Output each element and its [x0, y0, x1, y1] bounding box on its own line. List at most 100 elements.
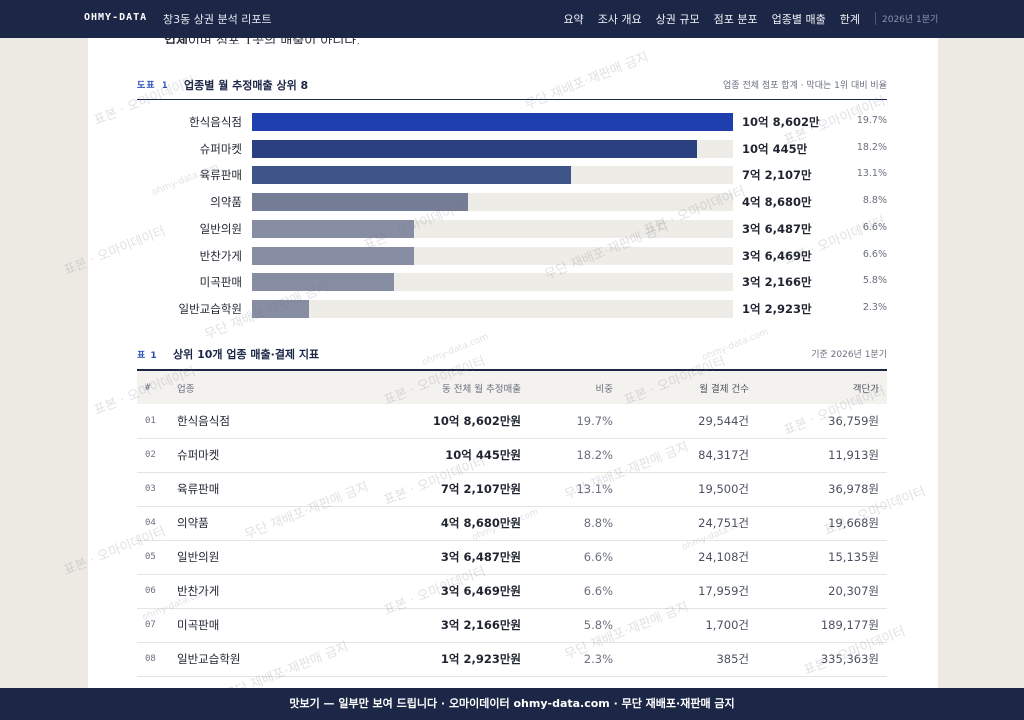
preview-banner: 맛보기 — 일부만 보여 드립니다 · 오마이데이터 ohmy-data.com… — [0, 688, 1024, 720]
bar-category-label: 한식음식점 — [189, 115, 242, 129]
table-row: 05 일반의원 3억 6,487만원 6.6% 24,108건 15,135원 — [137, 540, 887, 574]
table-row: 06 반찬가게 3억 6,469만원 6.6% 17,959건 20,307원 — [137, 574, 887, 608]
cell-index: 06 — [145, 586, 156, 596]
bar-track — [252, 299, 733, 318]
bar-value-label: 3억 2,166만 — [742, 275, 812, 290]
table-row: 03 육류판매 7억 2,107만원 13.1% 19,500건 36,978원 — [137, 472, 887, 506]
figure-note: 업종 전체 점포 합계 · 막대는 1위 대비 비율 — [723, 81, 887, 91]
bar-category-label: 슈퍼마켓 — [199, 141, 242, 156]
bar-fill — [252, 246, 414, 265]
brand-logo[interactable]: OHMY-DATA — [84, 12, 148, 23]
table-body: 01 한식음식점 10억 8,602만원 19.7% 29,544건 36,759원 02 슈… — [137, 404, 887, 676]
cell-payment-count: 17,959건 — [698, 584, 749, 598]
figure-title: 업종별 월 추정매출 상위 8 — [184, 79, 309, 92]
nav-item-summary[interactable]: 요약 — [563, 13, 584, 26]
cell-monthly-sales: 10억 8,602만원 — [432, 413, 521, 428]
cell-industry: 반찬가게 — [177, 584, 220, 598]
cell-payment-count: 1,700건 — [705, 618, 749, 632]
cell-monthly-sales: 3억 6,487만원 — [440, 550, 521, 564]
bar-row: 일반의원 3억 6,487만 6.6% — [137, 219, 887, 239]
bar-category-label: 미곡판매 — [199, 275, 242, 290]
cell-industry: 의약품 — [177, 516, 209, 530]
cell-payment-count: 19,500건 — [698, 482, 749, 496]
bar-track — [252, 139, 733, 158]
table-note: 기준 2026년 1분기 — [811, 350, 887, 360]
cell-share: 2.3% — [583, 652, 613, 666]
intro-text: 이며 점포 1곳의 매출이 아니다. — [187, 34, 361, 44]
nav-item-sales-by-industry[interactable]: 업종별 매출 — [771, 13, 826, 26]
col-header-avg-ticket: 객단가 — [852, 383, 879, 395]
bar-row: 한식음식점 10억 8,602만 19.7% — [137, 112, 887, 132]
cell-index: 02 — [145, 450, 156, 460]
cell-share: 6.6% — [583, 550, 613, 564]
bar-fill — [252, 273, 395, 292]
bar-value-label: 10억 8,602만 — [742, 115, 820, 129]
bar-track — [252, 193, 733, 212]
cell-index: 08 — [145, 654, 156, 664]
bar-share-label: 5.8% — [862, 275, 887, 287]
table-number: 표 1 — [137, 351, 158, 361]
cell-index: 04 — [145, 518, 156, 528]
nav-item-store-distribution[interactable]: 점포 분포 — [713, 13, 758, 26]
bar-fill — [252, 166, 572, 185]
cell-share: 6.6% — [583, 584, 613, 598]
cell-industry: 미곡판매 — [177, 618, 220, 632]
nav-item-survey-overview[interactable]: 조사 개요 — [597, 13, 642, 26]
cell-payment-count: 24,751건 — [698, 516, 749, 530]
bar-category-label: 육류판매 — [199, 168, 242, 183]
intro-text-cutoff: 업체이며 점포 1곳의 매출이 아니다. — [164, 30, 360, 44]
table-title: 상위 10개 업종 매출·결제 지표 — [173, 348, 320, 361]
bar-fill — [252, 139, 697, 158]
report-title: 창3동 상권 분석 리포트 — [163, 13, 272, 26]
cell-avg-ticket: 11,913원 — [828, 448, 879, 462]
cell-avg-ticket: 15,135원 — [828, 550, 879, 564]
cell-payment-count: 84,317건 — [698, 448, 749, 462]
col-header-monthly-sales: 동 전체 월 추정매출 — [442, 383, 521, 395]
table-header: 표 1 상위 10개 업종 매출·결제 지표 기준 2026년 1분기 — [137, 344, 887, 368]
report-content-card — [88, 20, 938, 700]
cell-monthly-sales: 7억 2,107만원 — [440, 482, 521, 496]
cell-monthly-sales: 4억 8,680만원 — [440, 516, 521, 530]
table-row: 02 슈퍼마켓 10억 445만원 18.2% 84,317건 11,913원 — [137, 438, 887, 472]
col-header-payment-count: 월 결제 건수 — [699, 383, 749, 395]
col-header-share: 비중 — [595, 383, 613, 395]
bar-share-label: 6.6% — [862, 221, 887, 233]
cell-share: 19.7% — [576, 413, 613, 428]
bar-category-label: 일반의원 — [199, 221, 242, 236]
nav-item-market-size[interactable]: 상권 규모 — [655, 13, 700, 26]
intro-bold-text: 업체 — [164, 34, 188, 44]
cell-avg-ticket: 20,307원 — [828, 584, 879, 598]
nav-item-limitations[interactable]: 한계 — [839, 13, 860, 26]
cell-industry: 일반의원 — [177, 550, 220, 564]
bar-value-label: 10억 445만 — [742, 141, 808, 156]
bar-track — [252, 219, 733, 238]
bar-value-label: 1억 2,923만 — [742, 301, 812, 316]
table-row: 01 한식음식점 10억 8,602만원 19.7% 29,544건 36,759원 — [137, 404, 887, 438]
cell-monthly-sales: 3억 6,469만원 — [440, 584, 521, 598]
bar-value-label: 7억 2,107만 — [742, 168, 812, 183]
bar-category-label: 일반교습학원 — [178, 301, 242, 316]
bar-track — [252, 273, 733, 292]
cell-avg-ticket: 36,978원 — [828, 482, 879, 496]
cell-share: 8.8% — [583, 516, 613, 530]
table-row: 08 일반교습학원 1억 2,923만원 2.3% 385건 335,363원 — [137, 642, 887, 676]
bar-fill — [252, 193, 468, 212]
bar-track — [252, 166, 733, 185]
bar-fill — [252, 113, 733, 131]
bar-row: 육류판매 7억 2,107만 13.1% — [137, 165, 887, 185]
figure-number: 도표 1 — [137, 81, 169, 91]
col-header-industry: 업종 — [177, 383, 195, 395]
bar-row: 미곡판매 3억 2,166만 5.8% — [137, 272, 887, 292]
cell-index: 01 — [145, 415, 156, 426]
bar-row: 슈퍼마켓 10억 445만 18.2% — [137, 139, 887, 159]
bar-value-label: 3억 6,487만 — [742, 221, 812, 236]
bar-category-label: 반찬가게 — [199, 248, 242, 263]
bar-value-label: 4억 8,680만 — [742, 195, 812, 210]
bar-value-label: 3억 6,469만 — [742, 248, 812, 263]
quarter-label: 2026년 1분기 — [875, 12, 938, 25]
cell-payment-count: 29,544건 — [698, 413, 749, 428]
bar-share-label: 18.2% — [856, 141, 887, 153]
cell-share: 13.1% — [576, 482, 613, 496]
bar-share-label: 13.1% — [856, 168, 887, 180]
cell-payment-count: 385건 — [716, 652, 749, 666]
